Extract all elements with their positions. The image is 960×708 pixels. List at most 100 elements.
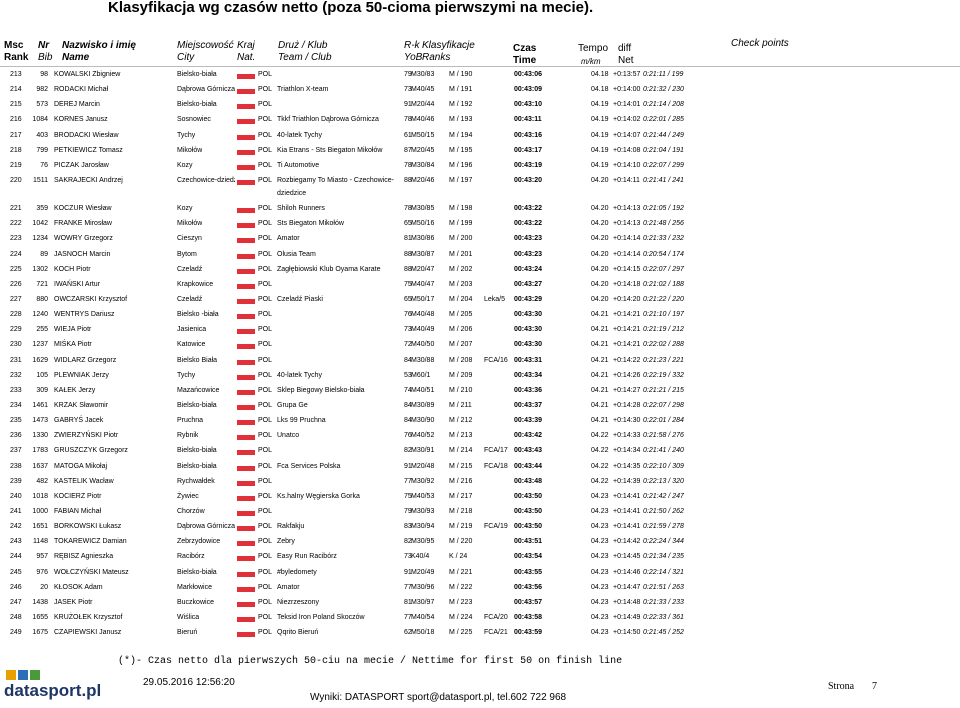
diff: +0:14:11 <box>613 176 640 184</box>
net: 0:21:04 / 191 <box>643 146 684 154</box>
city: Dąbrowa Górnicza <box>177 523 235 531</box>
name: MIŚKA Piotr <box>54 341 92 349</box>
name: BRODACKI Wiesław <box>54 131 119 139</box>
name: WENTRYS Dariusz <box>54 311 115 319</box>
result-row: #byledomety 245 976 WOŁCZYŃSKI Mateusz Biels… <box>0 565 960 580</box>
diff: +0:14:13 <box>613 220 641 228</box>
name: KORNES Janusz <box>54 116 108 124</box>
team: Niezrzeszony <box>277 598 320 606</box>
time: 00:43:30 <box>514 326 543 334</box>
result-row: 229 255 WIEJA Piotr Jasienica POL 73 M40/49 M /… <box>0 322 960 337</box>
nat: POL <box>258 492 273 500</box>
city: Markłowice <box>177 583 213 591</box>
category: M30/94 <box>411 523 435 531</box>
diff: +0:14:21 <box>613 311 641 319</box>
time: 00:43:43 <box>514 447 543 455</box>
yob: 75 <box>404 492 412 500</box>
diff: +0:14:07 <box>613 131 641 139</box>
time: 00:43:42 <box>514 432 543 440</box>
city: Bielsko -biała <box>177 311 219 319</box>
col-header: Ranks <box>422 52 451 63</box>
net: 0:21:14 / 208 <box>643 101 684 109</box>
yob: 91 <box>404 568 412 576</box>
flag <box>237 342 255 350</box>
category: M40/47 <box>411 280 435 288</box>
col-header: Kraj <box>237 40 255 51</box>
ranks: M / 191 <box>449 86 473 94</box>
rank: 244 <box>10 553 22 561</box>
diff: +0:14:02 <box>613 116 641 124</box>
flag <box>237 372 255 380</box>
city: Tychy <box>177 371 196 379</box>
yob: 62 <box>404 629 412 637</box>
flag <box>237 221 255 229</box>
rank: 225 <box>10 265 22 273</box>
rank: 219 <box>10 161 22 169</box>
pace: 04.20 <box>591 220 609 228</box>
result-row: Ks.halny Węgierska Gorka 240 1018 KOCIERZ P… <box>0 489 960 504</box>
result-row: Tkkf Triathlon Dąbrowa Górnicza 216 1084 KO… <box>0 112 960 127</box>
nat: POL <box>258 432 273 440</box>
diff: +0:14:33 <box>613 432 641 440</box>
time: 00:43:48 <box>514 477 543 485</box>
yob: 79 <box>404 71 412 78</box>
flag <box>237 539 255 547</box>
ranks: M / 221 <box>449 568 473 576</box>
flag <box>237 599 255 607</box>
pace: 04.21 <box>591 341 609 349</box>
flag <box>237 614 255 622</box>
bib: 1018 <box>32 492 48 500</box>
col-header: Msc <box>4 40 24 51</box>
net: 0:22:01 / 285 <box>643 116 684 124</box>
city: Bytom <box>177 250 197 258</box>
team: #byledomety <box>277 568 317 576</box>
col-header: diff <box>618 43 632 54</box>
classification: FCA/16 <box>484 356 508 364</box>
bib: 1655 <box>32 613 48 621</box>
yob: 81 <box>404 598 412 606</box>
team: Fca Services Polska <box>277 462 341 470</box>
city: Bielsko-biała <box>177 568 217 576</box>
name: KRZAK Sławomir <box>54 402 109 409</box>
yob: 73 <box>404 553 412 561</box>
team: Amator <box>277 235 300 243</box>
classification: FCA/19 <box>484 523 508 531</box>
name: FRANKE Mirosław <box>54 220 112 228</box>
pace: 04.20 <box>591 296 609 304</box>
yob: 83 <box>404 523 412 531</box>
yob: 73 <box>404 326 412 334</box>
bib: 880 <box>36 296 48 304</box>
pace: 04.22 <box>591 477 609 485</box>
time: 00:43:55 <box>514 568 543 576</box>
rank: 247 <box>10 598 22 606</box>
net: 0:22:13 / 320 <box>643 477 684 485</box>
pace: 04.19 <box>591 116 609 124</box>
nat: POL <box>258 598 273 606</box>
name: RODACKI Michał <box>54 86 109 94</box>
category: M40/50 <box>411 341 435 349</box>
rank: 248 <box>10 613 22 621</box>
rank: 223 <box>10 235 22 243</box>
yob: 78 <box>404 205 412 213</box>
name: GRUSZCZYK Grzegorz <box>54 447 128 455</box>
classification: FCA/18 <box>484 462 508 470</box>
time: 00:43:51 <box>514 538 543 546</box>
result-row: Sklep Biegowy Bielsko-biała 233 309 KAŁEK J… <box>0 383 960 398</box>
ranks: M / 213 <box>449 432 473 440</box>
flag <box>237 251 255 259</box>
city: Mikołów <box>177 220 203 228</box>
team: Lks 99 Pruchna <box>277 417 326 425</box>
net: 0:22:10 / 309 <box>643 462 684 470</box>
category: M40/45 <box>411 86 435 94</box>
city: Sosnowiec <box>177 116 211 124</box>
bib: 1240 <box>32 311 48 319</box>
city: Tychy <box>177 131 196 139</box>
name: OWCZARSKI Krzysztof <box>54 296 128 304</box>
bib: 76 <box>40 161 48 169</box>
pace: 04.23 <box>591 538 609 546</box>
pace: 04.18 <box>591 71 609 78</box>
ranks: M / 212 <box>449 417 473 425</box>
category: M40/49 <box>411 326 435 334</box>
team <box>277 337 401 352</box>
